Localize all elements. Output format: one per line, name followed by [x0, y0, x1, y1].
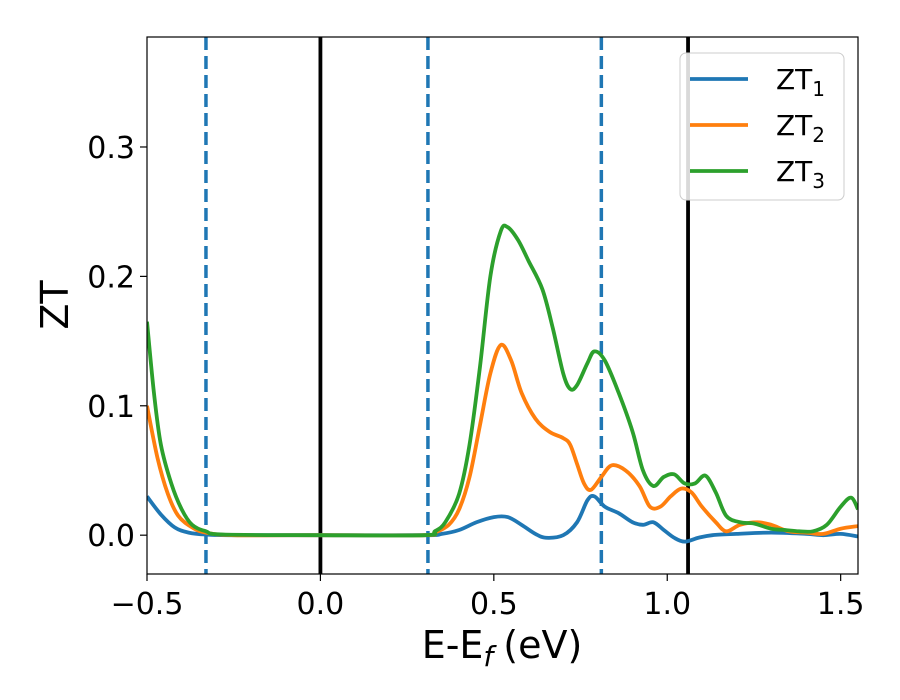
legend-label-zt2: ZT2	[776, 109, 825, 147]
y-axis: 0.0 0.1 0.2 0.3	[87, 131, 147, 554]
plot-area	[147, 37, 858, 574]
y-tick-label: 0.1	[87, 390, 135, 425]
legend: ZT1 ZT2 ZT3	[679, 52, 845, 201]
legend-label-zt3: ZT3	[776, 155, 825, 193]
plot-clip-group	[147, 37, 858, 574]
x-axis-title-main: E-E	[422, 623, 484, 667]
x-tick-label: 1.0	[643, 587, 691, 622]
x-axis: −0.5 0.0 0.5 1.0 1.5	[111, 574, 865, 622]
x-axis-title-unit: (eV)	[503, 623, 582, 667]
x-tick-label: 0.5	[470, 587, 518, 622]
x-tick-label: 0.0	[297, 587, 345, 622]
axes-frame	[146, 36, 859, 575]
y-tick-label: 0.2	[87, 260, 135, 295]
legend-label-zt1: ZT1	[776, 63, 825, 101]
y-tick-label: 0.0	[87, 519, 135, 554]
x-axis-title: E-Ef (eV)	[422, 623, 583, 673]
y-axis-title: ZT	[33, 280, 77, 330]
x-tick-label: 1.5	[817, 587, 865, 622]
x-axis-title-subscript: f	[483, 640, 497, 673]
y-tick-label: 0.3	[87, 131, 135, 166]
series-line-zt2	[147, 342, 858, 538]
x-tick-label: −0.5	[111, 587, 184, 622]
legend-box	[679, 52, 845, 201]
series-line-zt3	[147, 223, 858, 538]
